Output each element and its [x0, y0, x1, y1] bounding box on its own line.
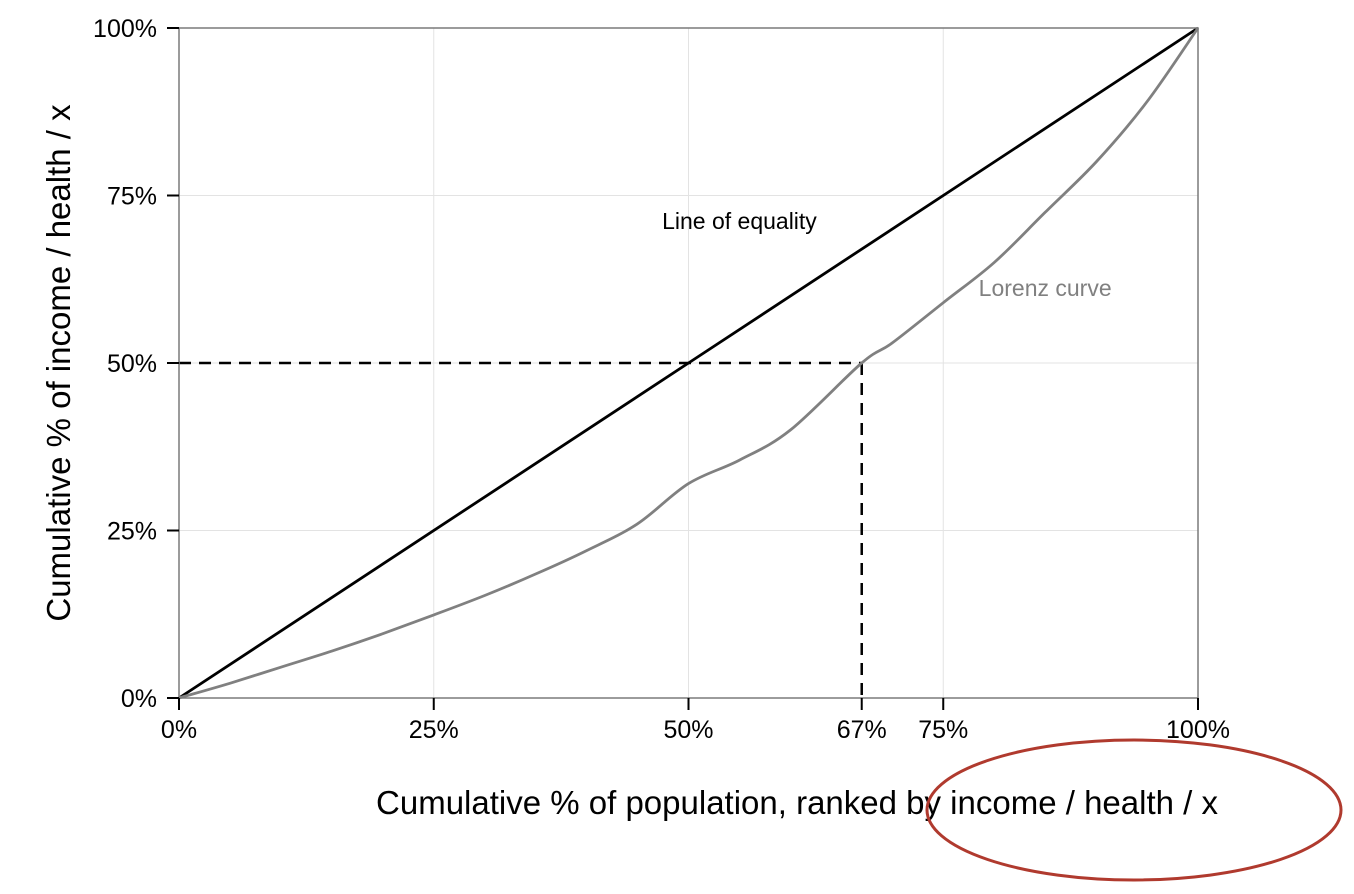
x-axis-title: Cumulative % of population, ranked by in…: [376, 784, 1218, 821]
y-axis-title: Cumulative % of income / health / x: [40, 104, 77, 622]
x-tick-label: 25%: [409, 716, 459, 744]
line-of-equality-line: [178, 26, 1199, 700]
x-tick-label: 75%: [918, 716, 968, 744]
annotation-label: Lorenz curve: [979, 275, 1112, 301]
y-tick-label: 0%: [121, 685, 157, 713]
lorenz-curve-line: [178, 27, 1200, 700]
x-tick-label: 0%: [161, 716, 197, 744]
reference-lines: [179, 361, 863, 698]
x-tick-label: 50%: [663, 716, 713, 744]
highlight-ellipse: [925, 738, 1343, 882]
annotation-label: Line of equality: [662, 208, 817, 234]
x-tick-label: 67%: [837, 716, 887, 744]
series: [178, 26, 1200, 700]
y-tick-label: 100%: [93, 15, 157, 43]
x-tick-label: 100%: [1166, 716, 1230, 744]
y-tick-label: 25%: [107, 518, 157, 546]
annotations: Line of equality Lorenz curve: [662, 208, 1112, 301]
axes: 0% 25% 50% 67% 75% 100% 0% 25% 50% 75% 100%: [93, 15, 1230, 744]
y-tick-label: 75%: [107, 183, 157, 211]
y-tick-label: 50%: [107, 350, 157, 378]
